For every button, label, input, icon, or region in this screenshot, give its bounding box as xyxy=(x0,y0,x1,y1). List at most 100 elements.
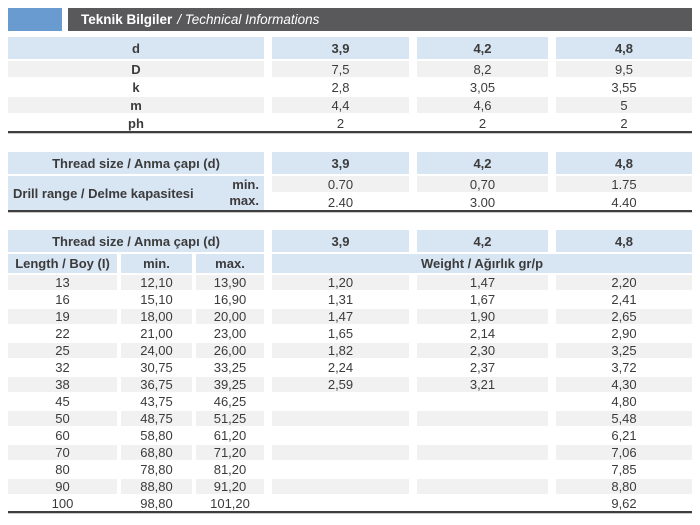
weight-cell: 6,21 xyxy=(556,427,692,444)
weight-cell xyxy=(272,461,409,478)
weight-cell xyxy=(417,427,548,444)
weight-cell: 2,30 xyxy=(417,342,548,359)
header-bar: Teknik Bilgiler / Technical Informations xyxy=(68,8,692,31)
header-cell-label: Thread size / Anma çapı (d) xyxy=(8,152,264,174)
table-cell: 3.00 xyxy=(417,194,548,210)
weight-cell: 2,14 xyxy=(417,325,548,342)
weight-cell xyxy=(417,444,548,461)
length-cell: 16 xyxy=(8,291,117,308)
length-cell: 25 xyxy=(8,342,117,359)
header-cell-label: d xyxy=(8,37,264,59)
max-cell: 23,00 xyxy=(196,325,264,342)
sub-label: min. xyxy=(232,177,259,192)
weight-cell xyxy=(272,444,409,461)
table-cell: 8,2 xyxy=(417,61,548,77)
subheader-min-cell: min. xyxy=(121,254,192,273)
length-cell: 90 xyxy=(8,478,117,495)
weight-cell: 2,59 xyxy=(272,376,409,393)
weight-cell: 3,72 xyxy=(556,359,692,376)
table-cell: 7,5 xyxy=(272,61,409,77)
weight-cell: 4,80 xyxy=(556,393,692,410)
weight-cell xyxy=(417,461,548,478)
min-cell: 21,00 xyxy=(121,325,192,342)
min-cell: 18,00 xyxy=(121,308,192,325)
table-row: 25 24,00 26,00 1,82 2,30 3,25 xyxy=(8,342,692,359)
max-cell: 26,00 xyxy=(196,342,264,359)
header-cell-value: 4,8 xyxy=(556,37,692,59)
table-row: Length / Boy (I) min. max. Weight / Ağırlık… xyxy=(8,254,692,273)
length-cell: 100 xyxy=(8,495,117,512)
min-cell: 48,75 xyxy=(121,410,192,427)
table-row: 60 58,80 61,20 6,21 xyxy=(8,427,692,444)
table-row: 16 15,10 16,90 1,31 1,67 2,41 xyxy=(8,291,692,308)
weight-cell: 2,37 xyxy=(417,359,548,376)
min-cell: 88,80 xyxy=(121,478,192,495)
table-row: ph 2 2 2 xyxy=(8,115,692,131)
length-cell: 60 xyxy=(8,427,117,444)
header-title-english: / Technical Informations xyxy=(177,12,320,27)
length-cell: 80 xyxy=(8,461,117,478)
table-cell: 1.75 xyxy=(556,176,692,192)
table-row: Thread size / Anma çapı (d) 3,9 4,2 4,8 xyxy=(8,230,692,252)
header-cell-value: 4,8 xyxy=(556,152,692,174)
max-cell: 71,20 xyxy=(196,444,264,461)
table-row: 90 88,80 91,20 8,80 xyxy=(8,478,692,495)
max-cell: 46,25 xyxy=(196,393,264,410)
max-cell: 39,25 xyxy=(196,376,264,393)
table-cell: 9,5 xyxy=(556,61,692,77)
weight-cell: 2,90 xyxy=(556,325,692,342)
min-cell: 78,80 xyxy=(121,461,192,478)
table-cell: 5 xyxy=(556,97,692,113)
weight-cell xyxy=(417,478,548,495)
weight-cell: 1,47 xyxy=(417,275,548,291)
table-row: d 3,9 4,2 4,8 xyxy=(8,37,692,59)
max-cell: 13,90 xyxy=(196,275,264,291)
min-cell: 30,75 xyxy=(121,359,192,376)
table-row: 45 43,75 46,25 4,80 xyxy=(8,393,692,410)
weight-cell: 7,06 xyxy=(556,444,692,461)
weight-cell: 7,85 xyxy=(556,461,692,478)
page-header: Teknik Bilgiler / Technical Informations xyxy=(8,8,692,31)
min-cell: 15,10 xyxy=(121,291,192,308)
weight-cell: 2,20 xyxy=(556,275,692,291)
weight-cell xyxy=(272,393,409,410)
header-cell-value: 4,2 xyxy=(417,230,548,252)
max-cell: 91,20 xyxy=(196,478,264,495)
subheader-weight-cell: Weight / Ağırlık gr/p xyxy=(272,254,692,273)
weight-cell xyxy=(417,495,548,512)
length-cell: 13 xyxy=(8,275,117,291)
table-row: 70 68,80 71,20 7,06 xyxy=(8,444,692,461)
row-label-cell: m xyxy=(8,97,264,113)
length-cell: 50 xyxy=(8,410,117,427)
drill-range-rows: Drill range / Delme kapasitesi min. max. 0.… xyxy=(8,176,692,210)
weight-cell xyxy=(272,410,409,427)
header-cell-value: 3,9 xyxy=(272,37,409,59)
min-cell: 43,75 xyxy=(121,393,192,410)
weight-cell: 5,48 xyxy=(556,410,692,427)
table-row: 80 78,80 81,20 7,85 xyxy=(8,461,692,478)
table-row: 50 48,75 51,25 5,48 xyxy=(8,410,692,427)
header-cell-value: 3,9 xyxy=(272,230,409,252)
table-row: 19 18,00 20,00 1,47 1,90 2,65 xyxy=(8,308,692,325)
table-row: 100 98,80 101,20 9,62 xyxy=(8,495,692,512)
max-cell: 16,90 xyxy=(196,291,264,308)
min-cell: 36,75 xyxy=(121,376,192,393)
drill-range-table: Thread size / Anma çapı (d) 3,9 4,2 4,8 Dril… xyxy=(8,152,692,210)
weight-cell: 4,30 xyxy=(556,376,692,393)
sub-label: max. xyxy=(229,193,259,208)
weight-cell xyxy=(272,478,409,495)
table-cell: 0,70 xyxy=(417,176,548,192)
max-cell: 51,25 xyxy=(196,410,264,427)
table-row: D 7,5 8,2 9,5 xyxy=(8,61,692,77)
table-row: 22 21,00 23,00 1,65 2,14 2,90 xyxy=(8,325,692,342)
weight-cell xyxy=(272,495,409,512)
max-cell: 61,20 xyxy=(196,427,264,444)
weight-cell: 1,20 xyxy=(272,275,409,291)
max-cell: 33,25 xyxy=(196,359,264,376)
table-row: 13 12,10 13,90 1,20 1,47 2,20 xyxy=(8,275,692,291)
table-cell: 2 xyxy=(272,115,409,131)
row-label-cell: ph xyxy=(8,115,264,131)
min-max-labels: min. max. xyxy=(229,177,259,209)
table-row: k 2,8 3,05 3,55 xyxy=(8,79,692,95)
